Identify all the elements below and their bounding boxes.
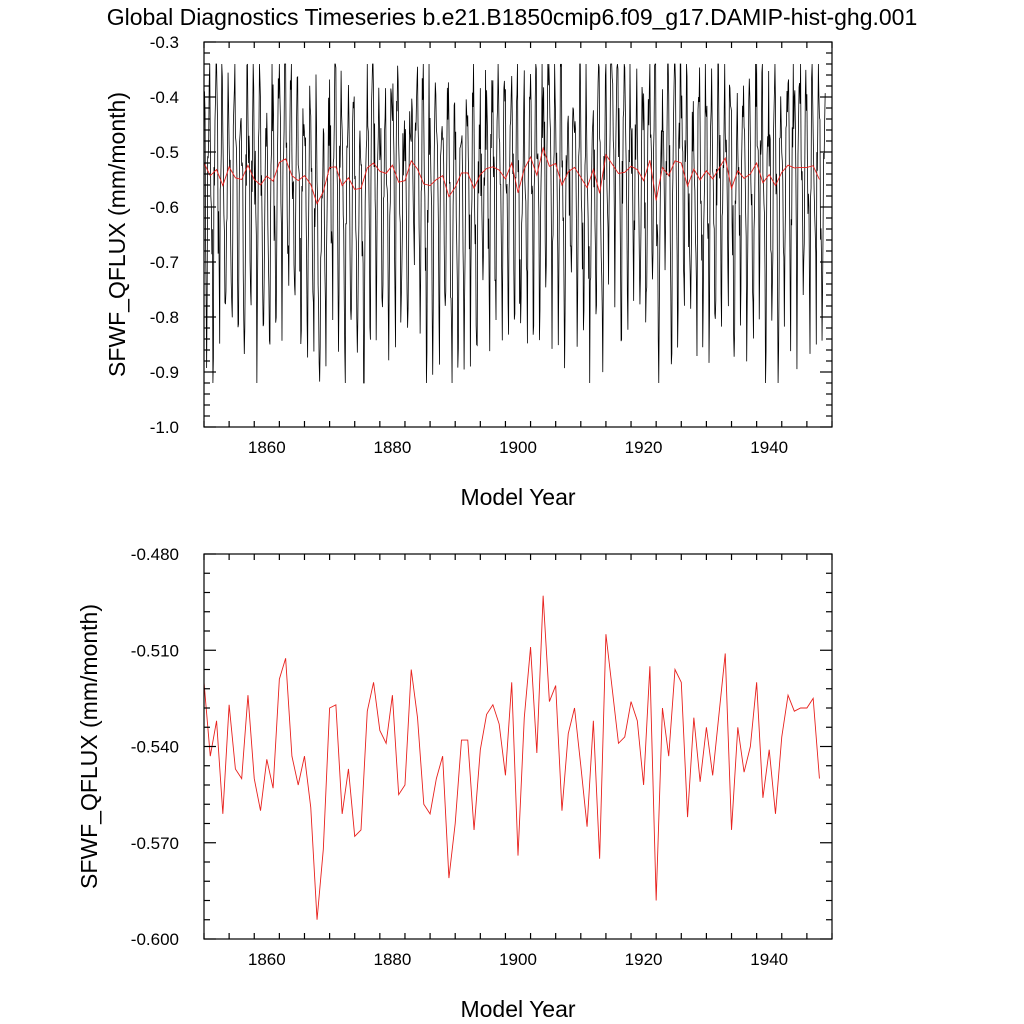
ticks-top: [203, 41, 833, 428]
ticks-bottom: [203, 553, 833, 940]
y-tick-label: -0.8: [150, 308, 179, 327]
y-tick-label: -0.4: [150, 88, 179, 107]
x-tick-labels-bottom: 1860 1880 1900 1920 1940: [248, 950, 788, 969]
annual-series-bottom: [203, 595, 820, 920]
annual-series-line: [203, 146, 820, 205]
x-tick-label: 1940: [750, 438, 788, 457]
y-tick-label: -0.6: [150, 198, 179, 217]
y-tick-label: -0.480: [131, 545, 179, 564]
x-tick-label: 1880: [373, 438, 411, 457]
bottom-panel: 1860 1880 1900 1920 1940 -0.600-0.570-0.540-…: [76, 545, 833, 1022]
x-tick-label: 1860: [248, 438, 286, 457]
y-tick-label: -0.9: [150, 363, 179, 382]
y-tick-labels-bottom: -0.600 -0.570 -0.540 -0.510 -0.480: [131, 545, 179, 949]
monthly-series: [203, 63, 826, 384]
figure-title: Global Diagnostics Timeseries b.e21.B185…: [107, 4, 918, 30]
y-tick-label: -0.600: [131, 930, 179, 949]
y-axis-title-bottom: SFWF_QFLUX (mm/month): [76, 604, 102, 889]
top-panel: 1860 1880 1900 1920 1940 -1.0 -0.9 -0.8 -0.7 -0.…: [104, 33, 833, 510]
y-tick-label: -1.0: [150, 418, 179, 437]
x-tick-label: 1940: [750, 950, 788, 969]
plot-frame-top: [203, 41, 833, 428]
y-tick-label: -0.570: [131, 834, 179, 853]
y-tick-label: -0.3: [150, 33, 179, 52]
x-tick-label: 1900: [499, 950, 537, 969]
x-tick-label: 1900: [499, 438, 537, 457]
annual-series-top: [203, 146, 820, 205]
x-tick-labels-top: 1860 1880 1900 1920 1940: [248, 438, 788, 457]
x-tick-label: 1920: [625, 950, 663, 969]
x-axis-title-top: Model Year: [460, 484, 575, 510]
x-tick-label: 1880: [373, 950, 411, 969]
y-tick-label: -0.540: [131, 738, 179, 757]
monthly-series-line: [203, 63, 826, 384]
y-axis-title-top: SFWF_QFLUX (mm/month): [104, 92, 130, 377]
plot-frame-bottom: [203, 553, 833, 940]
x-axis-title-bottom: Model Year: [460, 996, 575, 1022]
x-tick-label: 1920: [625, 438, 663, 457]
y-tick-labels-top: -1.0 -0.9 -0.8 -0.7 -0.6 -0.5 -0.4 -0.3: [150, 33, 179, 437]
y-tick-label: -0.7: [150, 253, 179, 272]
x-tick-label: 1860: [248, 950, 286, 969]
y-tick-label: -0.510: [131, 641, 179, 660]
y-tick-label: -0.5: [150, 143, 179, 162]
annual-series-line: [203, 595, 820, 920]
